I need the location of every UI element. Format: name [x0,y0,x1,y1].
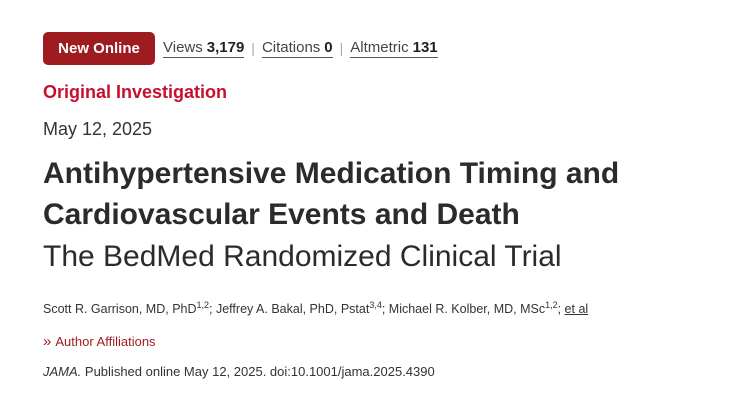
et-al-link[interactable]: et al [564,302,589,316]
author-delimiter: ; [209,302,216,316]
author-delimiter: ; [557,302,565,316]
views-count: 3,179 [206,38,245,56]
new-online-badge: New Online [43,31,155,65]
author-name[interactable]: Jeffrey A. Bakal, PhD, Pstat [215,302,370,316]
article-subtitle: The BedMed Randomized Clinical Trial [43,240,562,273]
author-name[interactable]: Michael R. Kolber, MD, MSc [388,302,546,316]
views-metric[interactable]: Views 3,179 [163,38,245,58]
publication-date: May 12, 2025 [43,119,153,139]
citation-line: JAMA. Published online May 12, 2025. doi… [43,364,435,379]
journal-name: JAMA. [43,364,82,379]
citations-metric[interactable]: Citations 0 [261,38,333,58]
views-label: Views [163,38,203,56]
author-affiliations-toggle[interactable]: » Author Affiliations [43,334,156,349]
citations-count: 0 [324,38,333,56]
author-name[interactable]: Scott R. Garrison, MD, PhD [43,302,197,316]
article-title: Antihypertensive Medication Timing and C… [43,157,620,231]
citation-text: Published online May 12, 2025. doi:10.10… [81,364,435,379]
article-type: Original Investigation [43,82,228,102]
altmetric-label: Altmetric [350,38,409,56]
metric-separator: | [251,40,255,56]
author-affiliations-label: Author Affiliations [55,334,156,349]
metrics-bar: New Online Views 3,179 | Citations 0 | A… [43,31,438,65]
author-list: Scott R. Garrison, MD, PhD1,2; Jeffrey A… [43,300,588,316]
author-affiliation-sup: 3,4 [369,300,382,310]
metric-separator: | [339,40,344,56]
double-chevron-right-icon: » [43,333,52,350]
author-delimiter: ; [381,302,389,316]
altmetric-metric[interactable]: Altmetric 131 [350,38,438,58]
author-affiliation-sup: 1,2 [196,300,210,310]
citations-label: Citations [261,38,321,56]
altmetric-count: 131 [412,38,438,56]
author-affiliation-sup: 1,2 [545,300,558,310]
